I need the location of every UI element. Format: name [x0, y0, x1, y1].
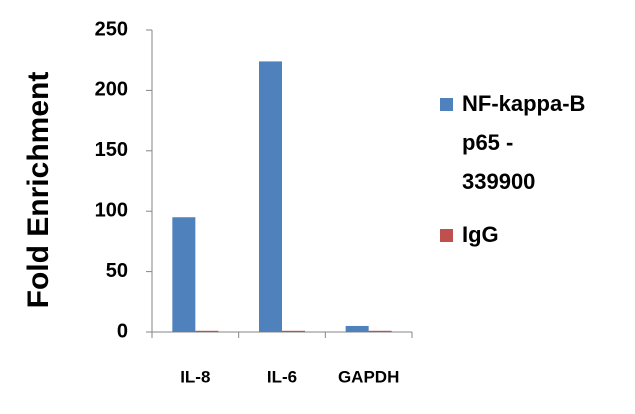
- legend-label: NF-kappa-B p65 - 339900: [462, 91, 585, 194]
- bar: [195, 330, 219, 332]
- y-tick-label: 250: [95, 18, 128, 40]
- x-tick-label: IL-6: [267, 367, 297, 386]
- y-tick-label: 200: [95, 79, 128, 101]
- bar: [368, 330, 392, 332]
- legend-line: IgG: [462, 222, 499, 247]
- legend-swatch: [440, 98, 453, 111]
- bar: [282, 330, 305, 332]
- legend-swatch: [440, 229, 453, 242]
- bar: [259, 61, 282, 333]
- y-tick-label: 0: [117, 320, 128, 342]
- x-tick-label: GAPDH: [338, 367, 399, 386]
- y-tick-label: 100: [95, 199, 128, 221]
- bar: [345, 325, 369, 332]
- x-tick-label: IL-8: [180, 367, 210, 386]
- bar: [172, 217, 196, 332]
- legend-line: p65 -: [462, 130, 513, 155]
- y-axis-title: Fold Enrichment: [22, 72, 55, 309]
- legend-label: IgG: [462, 222, 499, 247]
- y-tick-label: 150: [95, 139, 128, 161]
- legend-line: NF-kappa-B: [462, 91, 585, 116]
- legend-line: 339900: [462, 169, 535, 194]
- y-tick-label: 50: [106, 260, 128, 282]
